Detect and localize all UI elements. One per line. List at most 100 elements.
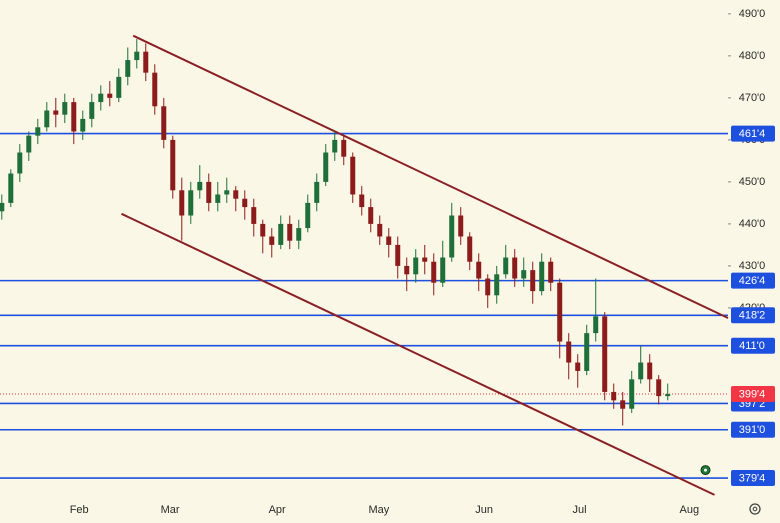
x-tick-label: Jun [475, 504, 493, 516]
candle-body [575, 362, 581, 371]
level-label: 411'0 [739, 340, 765, 352]
candle-body [620, 400, 626, 409]
candle-body [251, 207, 257, 224]
candle-body [116, 76, 122, 98]
candle-body [467, 236, 473, 262]
candle-body [539, 261, 545, 292]
candle-body [548, 261, 554, 283]
candle-body [233, 190, 239, 199]
candle-body [341, 139, 347, 157]
candle-body [8, 173, 14, 203]
candle-body [134, 51, 140, 61]
candle-body [269, 236, 275, 245]
candle-body [107, 93, 113, 98]
trendline [132, 34, 729, 319]
y-tick-label: 440'0 [739, 218, 766, 230]
candle-body [71, 102, 77, 132]
candle-body [476, 261, 482, 279]
candle-body [629, 379, 635, 409]
x-tick-label: Feb [70, 504, 89, 516]
candle-body [287, 223, 293, 241]
candle-body [0, 202, 5, 212]
candle-body [566, 341, 572, 363]
candle-body [521, 270, 527, 279]
candle-body [458, 215, 464, 237]
x-tick-label: Mar [161, 504, 180, 516]
candle-body [188, 190, 194, 216]
candle-body [89, 102, 95, 119]
candle-body [179, 190, 185, 216]
level-label: 426'4 [739, 275, 766, 287]
candle-body [656, 379, 662, 397]
candle-body [53, 110, 59, 115]
last-price-label: 399'4 [739, 388, 766, 400]
x-tick-label: May [368, 504, 389, 516]
candle-body [350, 156, 356, 195]
level-label-box [731, 421, 775, 438]
candle-body [485, 278, 491, 296]
candle-body [395, 244, 401, 266]
candle-body [377, 223, 383, 237]
candle-body [206, 181, 212, 203]
candle-body [422, 257, 428, 262]
candle-body [242, 198, 248, 208]
candle-body [35, 127, 41, 136]
candle-body [647, 362, 653, 380]
candle-body [143, 51, 149, 73]
settings-icon[interactable] [749, 503, 761, 515]
candle-body [215, 194, 221, 203]
x-tick-label: Aug [680, 504, 700, 516]
candle-body [161, 106, 167, 140]
candle-body [494, 274, 500, 296]
level-label: 461'4 [739, 128, 766, 140]
candle-body [431, 261, 437, 283]
candle-body [638, 362, 644, 380]
y-tick-label: 490'0 [739, 8, 766, 20]
candle-body [80, 118, 86, 132]
candle-body [296, 228, 302, 241]
candle-body [512, 257, 518, 279]
candle-body [260, 223, 266, 237]
candle-body [305, 202, 311, 229]
candle-body [125, 60, 131, 77]
candle-body [359, 194, 365, 208]
level-label: 391'0 [739, 424, 766, 436]
candle-body [152, 72, 158, 107]
candle-body [449, 215, 455, 258]
candle-body [404, 265, 410, 275]
candle-body [440, 257, 446, 283]
level-label: 379'4 [739, 472, 766, 484]
level-label-box [731, 470, 775, 487]
candle-body [224, 190, 230, 195]
candle-body [557, 282, 563, 342]
x-tick-label: Apr [269, 504, 286, 516]
event-marker-dot [704, 468, 708, 472]
candle-body [413, 257, 419, 275]
last-price-box [731, 386, 775, 403]
candle-body [386, 236, 392, 245]
y-tick-label: 450'0 [739, 176, 766, 188]
candle-body [368, 207, 374, 224]
candle-body [584, 333, 590, 371]
candle-body [611, 391, 617, 401]
level-label-box [731, 307, 775, 324]
candle-body [278, 223, 284, 245]
x-tick-label: Jul [572, 504, 586, 516]
level-label: 418'2 [739, 310, 766, 322]
level-label-box [731, 272, 775, 289]
candle-body [332, 139, 338, 153]
y-tick-label: 480'0 [739, 50, 766, 62]
y-tick-label: 470'0 [739, 92, 766, 104]
y-tick-label: 430'0 [739, 260, 766, 272]
level-label-box [731, 337, 775, 354]
candle-body [593, 316, 599, 334]
trendline [121, 212, 715, 496]
candle-body [197, 181, 203, 191]
candle-body [170, 139, 176, 191]
candle-body [314, 181, 320, 203]
candle-body [44, 110, 50, 128]
candle-body [62, 102, 68, 115]
